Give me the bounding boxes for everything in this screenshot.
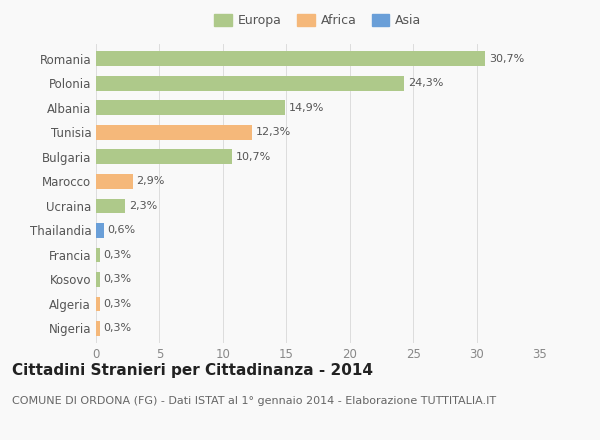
- Bar: [96, 297, 100, 312]
- Bar: [96, 125, 252, 139]
- Text: 10,7%: 10,7%: [236, 152, 271, 162]
- Text: COMUNE DI ORDONA (FG) - Dati ISTAT al 1° gennaio 2014 - Elaborazione TUTTITALIA.: COMUNE DI ORDONA (FG) - Dati ISTAT al 1°…: [12, 396, 496, 406]
- Bar: [96, 76, 404, 91]
- Text: 0,3%: 0,3%: [104, 299, 132, 309]
- Text: Cittadini Stranieri per Cittadinanza - 2014: Cittadini Stranieri per Cittadinanza - 2…: [12, 363, 373, 378]
- Text: 2,3%: 2,3%: [129, 201, 157, 211]
- Bar: [96, 198, 125, 213]
- Bar: [96, 223, 104, 238]
- Bar: [96, 272, 100, 287]
- Bar: [96, 321, 100, 336]
- Bar: [96, 174, 133, 189]
- Legend: Europa, Africa, Asia: Europa, Africa, Asia: [209, 8, 427, 32]
- Text: 30,7%: 30,7%: [489, 54, 524, 64]
- Text: 0,3%: 0,3%: [104, 323, 132, 334]
- Bar: [96, 248, 100, 262]
- Text: 0,6%: 0,6%: [107, 225, 136, 235]
- Text: 0,3%: 0,3%: [104, 250, 132, 260]
- Text: 2,9%: 2,9%: [137, 176, 165, 186]
- Text: 24,3%: 24,3%: [408, 78, 443, 88]
- Bar: [96, 150, 232, 164]
- Text: 0,3%: 0,3%: [104, 275, 132, 284]
- Text: 14,9%: 14,9%: [289, 103, 324, 113]
- Bar: [96, 100, 285, 115]
- Bar: [96, 51, 485, 66]
- Text: 12,3%: 12,3%: [256, 127, 291, 137]
